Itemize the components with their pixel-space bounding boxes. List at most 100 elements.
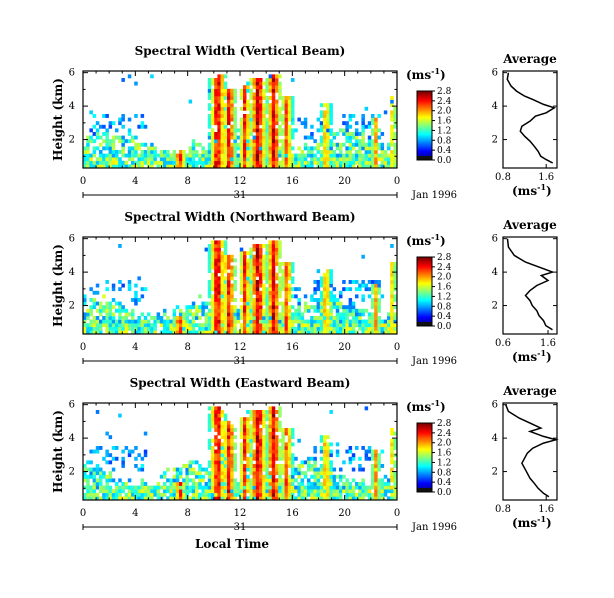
colorbar-tick-label: 2.4 <box>437 263 452 273</box>
colorbar-tick-label: 1.6 <box>437 449 452 459</box>
panel-title: Spectral Width (Northward Beam) <box>124 210 355 224</box>
avg-x-tick-label: 1.6 <box>538 504 554 515</box>
colorbar-tick-label: 0.0 <box>437 488 452 498</box>
y-tick-label: 6 <box>69 68 75 79</box>
colorbar-unit: (ms-1) <box>406 232 446 248</box>
average-profile: Average 2 4 6 0.8 1.6(ms-1) <box>492 52 558 198</box>
date-label: Jan 1996 <box>411 522 457 533</box>
colorbar-frame <box>416 256 433 327</box>
colorbar-tick-label: 0.8 <box>437 302 452 312</box>
colorbar: 0.00.40.81.21.62.02.42.8 <box>416 87 452 166</box>
heatmap-cells <box>83 406 397 501</box>
y-tick-label: 4 <box>69 267 75 278</box>
avg-y-tick-label: 2 <box>492 301 498 312</box>
y-axis-label: Height (km) <box>51 410 65 493</box>
x-tick-label: 12 <box>234 342 247 353</box>
average-profile: Average 2 4 6 0.8 1.6(ms-1) <box>492 384 559 530</box>
day-label: 31 <box>234 522 247 533</box>
x-tick-label: 0 <box>394 176 400 187</box>
y-tick-label: 4 <box>69 101 75 112</box>
colorbar-frame <box>416 90 433 161</box>
colorbar-tick-label: 2.4 <box>437 429 452 439</box>
x-tick-label: 8 <box>184 176 190 187</box>
average-xlabel: (ms-1) <box>512 514 552 530</box>
average-xlabel: (ms-1) <box>512 348 552 364</box>
colorbar-frame <box>416 422 433 493</box>
colorbar-tick-label: 0.0 <box>437 322 452 332</box>
date-label: Jan 1996 <box>411 356 457 367</box>
colorbar-tick-label: 0.4 <box>437 478 452 488</box>
colorbar-tick-label: 2.8 <box>437 87 452 97</box>
avg-y-tick-label: 6 <box>492 68 498 79</box>
x-tick-label: 0 <box>80 508 86 519</box>
avg-y-tick-label: 2 <box>492 467 498 478</box>
avg-x-tick-label: 0.6 <box>495 338 511 349</box>
x-tick-label: 0 <box>394 508 400 519</box>
colorbar-tick-label: 1.2 <box>437 292 451 302</box>
x-tick-label: 8 <box>184 342 190 353</box>
y-tick-label: 2 <box>69 301 75 312</box>
x-tick-label: 16 <box>286 508 299 519</box>
average-frame <box>502 70 558 169</box>
avg-y-tick-label: 2 <box>492 135 498 146</box>
panel-title: Spectral Width (Eastward Beam) <box>130 376 351 390</box>
y-tick-label: 6 <box>69 400 75 411</box>
avg-y-tick-label: 4 <box>492 433 498 444</box>
y-axis-label: Height (km) <box>51 244 65 327</box>
heatmap-cells <box>83 240 397 335</box>
avg-y-tick-label: 4 <box>492 101 498 112</box>
x-tick-label: 16 <box>286 176 299 187</box>
avg-x-tick-label: 0.8 <box>495 172 511 183</box>
colorbar-tick-label: 2.8 <box>437 253 452 263</box>
y-tick-label: 2 <box>69 135 75 146</box>
colorbar-tick-label: 1.6 <box>437 283 452 293</box>
colorbar-tick-label: 2.4 <box>437 97 452 107</box>
colorbar: 0.00.40.81.21.62.02.42.8 <box>416 253 452 332</box>
avg-x-tick-label: 1.6 <box>538 172 554 183</box>
x-tick-label: 0 <box>80 342 86 353</box>
average-frame <box>502 402 558 501</box>
average-line <box>506 238 555 331</box>
x-tick-label: 20 <box>338 176 351 187</box>
average-line <box>505 404 559 498</box>
colorbar-tick-label: 1.6 <box>437 117 452 127</box>
avg-y-tick-label: 6 <box>492 400 498 411</box>
x-tick-label: 20 <box>338 508 351 519</box>
panel-1: Spectral Width (Vertical Beam)0 4 8 12 16 20 0… <box>51 44 558 201</box>
colorbar-tick-label: 2.8 <box>437 419 452 429</box>
avg-x-tick-label: 1.6 <box>540 338 556 349</box>
panel-3: Spectral Width (Eastward Beam)0 4 8 12 16 20 0… <box>51 376 559 533</box>
colorbar-tick-label: 0.4 <box>437 312 452 322</box>
colorbar-tick-label: 0.8 <box>437 468 452 478</box>
colorbar-tick-label: 0.8 <box>437 136 452 146</box>
y-tick-label: 4 <box>69 433 75 444</box>
x-tick-label: 20 <box>338 342 351 353</box>
x-tick-label: 12 <box>234 176 247 187</box>
panel-2: Spectral Width (Northward Beam)0 4 8 12 16 20… <box>51 210 558 367</box>
x-tick-label: 4 <box>132 342 138 353</box>
colorbar-unit: (ms-1) <box>406 66 446 82</box>
x-tick-label: 8 <box>184 508 190 519</box>
avg-y-tick-label: 6 <box>492 234 498 245</box>
avg-x-tick-label: 0.8 <box>495 504 511 515</box>
colorbar-tick-label: 0.0 <box>437 156 452 166</box>
x-tick-label: 0 <box>80 176 86 187</box>
colorbar-unit: (ms-1) <box>406 398 446 414</box>
average-title: Average <box>502 384 557 398</box>
average-profile: Average 2 4 6 0.6 1.6(ms-1) <box>492 218 558 364</box>
date-label: Jan 1996 <box>411 190 457 201</box>
heatmap-cells <box>83 74 397 169</box>
avg-y-tick-label: 4 <box>492 267 498 278</box>
x-tick-label: 0 <box>394 342 400 353</box>
colorbar-tick-label: 1.2 <box>437 126 451 136</box>
average-frame <box>502 236 558 335</box>
average-xlabel: (ms-1) <box>512 182 552 198</box>
colorbar-tick-label: 2.0 <box>437 439 452 449</box>
y-tick-label: 2 <box>69 467 75 478</box>
y-axis-label: Height (km) <box>51 78 65 161</box>
day-label: 31 <box>234 190 247 201</box>
colorbar-tick-label: 2.0 <box>437 273 452 283</box>
average-title: Average <box>502 218 557 232</box>
y-tick-label: 6 <box>69 234 75 245</box>
colorbar-tick-label: 2.0 <box>437 107 452 117</box>
